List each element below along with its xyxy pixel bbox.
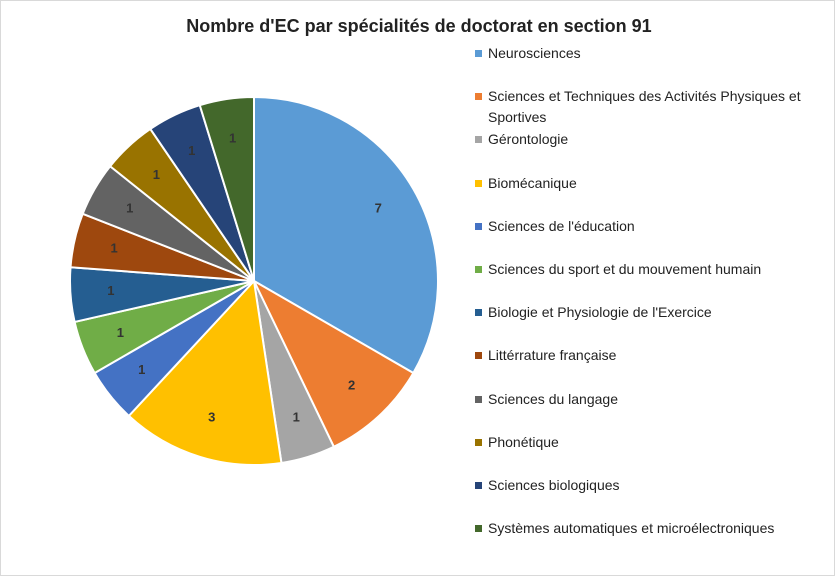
legend-swatch	[475, 482, 482, 489]
legend-swatch	[475, 352, 482, 360]
legend-label: Phonétique	[488, 433, 559, 450]
legend-item: Phonétique	[475, 432, 805, 453]
legend-item: Sciences du langage	[475, 389, 805, 410]
legend-item: Gérontologie	[475, 129, 805, 150]
data-label: 2	[348, 378, 355, 393]
chart-title: Nombre d'EC par spécialités de doctorat …	[186, 16, 651, 36]
legend-item: Biologie et Physiologie de l'Exercice	[475, 302, 805, 323]
data-label: 1	[117, 325, 124, 340]
legend-item: Sciences biologiques	[475, 475, 805, 496]
legend-swatch	[475, 309, 482, 317]
data-label: 1	[188, 143, 195, 158]
legend-swatch	[475, 50, 482, 57]
legend-swatch	[475, 266, 482, 273]
legend-item: Biomécanique	[475, 173, 805, 194]
pie-slice	[127, 278, 283, 466]
data-label: 3	[208, 410, 215, 425]
legend-swatch	[475, 136, 482, 144]
legend-item: Sciences de l'éducation	[475, 216, 805, 237]
legend-item: Sciences du sport et du mouvement humain	[475, 259, 805, 280]
legend-label: Systèmes automatiques et microélectroniq…	[488, 520, 775, 537]
legend-label: Gérontologie	[488, 131, 569, 148]
legend-label: Sciences biologiques	[488, 477, 620, 493]
pie-slice	[253, 95, 439, 375]
data-label: 1	[229, 131, 236, 146]
legend-swatch	[475, 395, 482, 403]
legend-item: Sciences et Techniques des Activités Phy…	[475, 86, 805, 128]
legend-swatch	[475, 222, 482, 230]
legend-item: Littérrature française	[475, 345, 805, 366]
legend-swatch	[475, 93, 482, 101]
legend-label: Littérrature française	[488, 347, 617, 364]
data-label: 1	[153, 167, 160, 182]
data-label: 7	[375, 201, 382, 216]
legend-label: Neurosciences	[488, 45, 581, 61]
data-label: 1	[107, 283, 114, 298]
legend-label: Sciences et Techniques des Activités Phy…	[488, 88, 801, 126]
legend-item: Systèmes automatiques et microélectroniq…	[475, 518, 805, 539]
legend-label: Biomécanique	[488, 174, 577, 191]
pie-slice	[251, 278, 415, 449]
legend-label: Sciences du langage	[488, 390, 618, 407]
data-label: 1	[110, 241, 117, 256]
legend-swatch	[475, 525, 482, 533]
pie-slice	[198, 95, 255, 282]
legend-label: Biologie et Physiologie de l'Exercice	[488, 304, 712, 321]
legend-label: Sciences de l'éducation	[488, 217, 635, 234]
legend-swatch	[475, 438, 482, 446]
data-label: 1	[138, 362, 145, 377]
legend-swatch	[475, 179, 482, 187]
legend-item: Neurosciences	[475, 43, 805, 64]
data-label: 1	[293, 410, 300, 425]
legend-label: Sciences du sport et du mouvement humain	[488, 261, 762, 277]
data-label: 1	[126, 201, 133, 216]
